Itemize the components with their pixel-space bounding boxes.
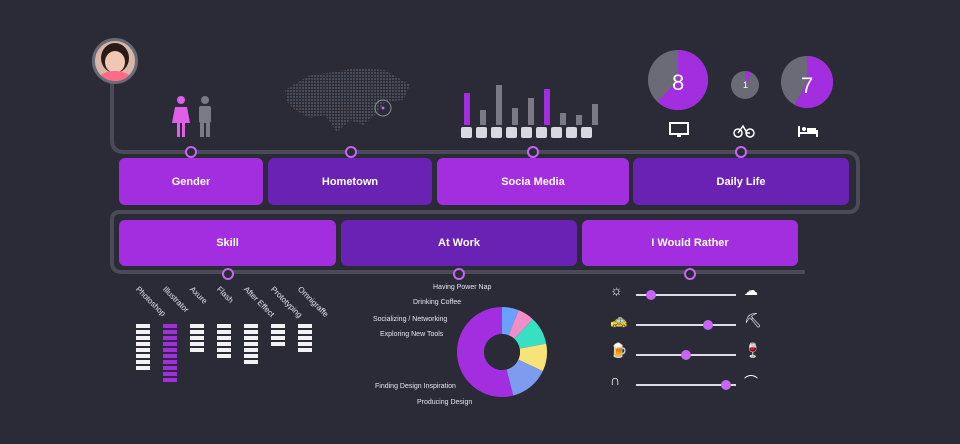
beer-icon: 🍺	[610, 342, 628, 358]
node-gender	[185, 146, 197, 158]
skill-bar	[244, 324, 258, 364]
node-i-would-rather	[684, 268, 696, 280]
slider-knob[interactable]	[646, 290, 656, 300]
tab-i-would-rather[interactable]: I Would Rather	[582, 220, 798, 266]
ring-fill	[794, 56, 833, 108]
f-icon[interactable]	[491, 127, 502, 138]
social-bar	[480, 110, 486, 125]
skill-bar	[163, 324, 177, 382]
tab-at-work[interactable]: At Work	[341, 220, 577, 266]
skills-chart: Photoshop Illustrator Axure Flash After Effe…	[130, 280, 330, 390]
google-plus-icon[interactable]	[521, 127, 532, 138]
donut-label: Finding Design Inspiration	[375, 383, 456, 390]
node-at-work	[453, 268, 465, 280]
node-social-media	[527, 146, 539, 158]
tab-hometown[interactable]: Hometown	[268, 158, 432, 205]
monitor-icon	[669, 122, 689, 137]
social-bar	[592, 104, 598, 125]
sun-icon: ☼	[610, 282, 623, 298]
female-icon	[172, 96, 190, 137]
tab-gender[interactable]: Gender	[119, 158, 263, 205]
flipflop-icon: ∩	[610, 372, 621, 388]
dribbble-icon[interactable]	[461, 127, 472, 138]
bike-count: 1	[743, 80, 749, 90]
behance-icon[interactable]	[506, 127, 517, 138]
donut-slice	[502, 307, 519, 336]
node-daily-life	[735, 146, 747, 158]
social-bar	[576, 115, 582, 125]
bicycle-icon	[733, 124, 755, 138]
social-media-bars	[461, 75, 606, 125]
tab-skill[interactable]: Skill	[119, 220, 336, 266]
twitter-icon[interactable]	[566, 127, 577, 138]
social-bar	[496, 85, 502, 125]
tab-daily-life[interactable]: Daily Life	[633, 158, 849, 205]
at-work-donut: Having Power Nap Drinking Coffee Socializi…	[373, 284, 547, 406]
world-map	[285, 68, 410, 132]
would-rather-sliders: ☼ ☁ 🚕 ⛏ 🍺 🍷 ∩ ⌒	[608, 282, 778, 402]
bed-icon	[798, 126, 818, 137]
social-bar	[544, 89, 550, 125]
skill-bar	[190, 324, 204, 352]
donut-hole	[484, 334, 520, 370]
donut-label: Producing Design	[417, 399, 472, 406]
donut-slice	[457, 307, 514, 397]
donut-slice	[508, 310, 533, 339]
cloud-rain-icon: ☁	[744, 282, 758, 298]
tab-i-would-rather-label: I Would Rather	[651, 237, 729, 249]
donut-label: Exploring New Tools	[380, 331, 444, 338]
wine-glass-icon: 🍷	[744, 342, 762, 358]
daily-life-rings	[648, 50, 833, 110]
slider-knob[interactable]	[681, 350, 691, 360]
ring-fill	[657, 50, 708, 110]
donut-slice	[506, 359, 543, 396]
skill-bar	[271, 324, 285, 346]
slider-track[interactable]	[636, 384, 736, 386]
slider-track[interactable]	[636, 294, 736, 296]
donut-slice	[518, 343, 547, 372]
slider-track[interactable]	[636, 324, 736, 326]
skill-bar	[217, 324, 231, 358]
bed-count: 7	[801, 73, 814, 98]
tab-gender-label: Gender	[171, 175, 211, 188]
tab-hometown-label: Hometown	[321, 175, 379, 188]
vimeo-icon[interactable]	[551, 127, 562, 138]
social-bar	[528, 97, 534, 125]
ring-fill	[745, 71, 752, 85]
tab-daily-life-label: Daily Life	[716, 175, 766, 188]
linkedin-icon[interactable]	[536, 127, 547, 138]
monitor-count: 8	[672, 70, 685, 95]
heel-icon: ⌒	[744, 374, 758, 390]
skill-label: Flash	[215, 284, 236, 305]
tab-skill-label: Skill	[216, 237, 239, 249]
donut-label: Having Power Nap	[433, 284, 491, 291]
node-skill	[222, 268, 234, 280]
skill-bar	[298, 324, 312, 352]
donut-slice	[514, 319, 547, 349]
taxi-icon: 🚕	[610, 312, 628, 328]
tab-social-media[interactable]: Socia Media	[437, 158, 629, 205]
pinterest-icon[interactable]	[581, 127, 592, 138]
social-bar	[560, 112, 566, 125]
tab-social-media-label: Socia Media	[501, 175, 565, 188]
donut-label: Socializing / Networking	[373, 316, 447, 323]
slider-knob[interactable]	[721, 380, 731, 390]
social-bar	[464, 92, 470, 125]
social-bar	[512, 107, 518, 125]
skill-label: Axure	[188, 284, 210, 306]
tab-at-work-label: At Work	[438, 237, 480, 249]
facebook-like-icon[interactable]	[476, 127, 487, 138]
slider-knob[interactable]	[703, 320, 713, 330]
avatar	[92, 38, 138, 84]
male-icon	[199, 96, 211, 137]
hiking-icon: ⛏	[744, 312, 762, 328]
skill-bar	[136, 324, 150, 370]
social-media-icons	[461, 127, 606, 139]
donut-label: Drinking Coffee	[413, 299, 461, 306]
node-hometown	[345, 146, 357, 158]
